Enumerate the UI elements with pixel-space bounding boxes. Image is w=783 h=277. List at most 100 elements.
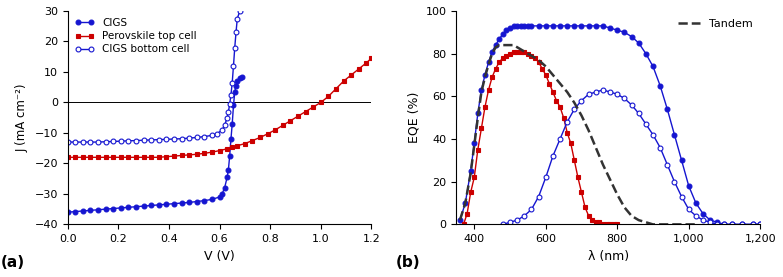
Tandem [484,63,493,66]
Perovskile top cell [301,110,310,113]
Tandem [460,201,470,205]
Perovskile top cell [177,154,186,157]
Perovskile top cell [240,142,250,145]
Perovskile top cell [354,67,363,71]
Tandem [495,43,504,47]
CIGS bottom cell [85,140,95,144]
CIGS bottom cell [224,110,233,113]
Tandem [684,223,694,226]
CIGS bottom cell [139,138,148,142]
CIGS [222,175,232,179]
Perovskile top cell [278,124,287,127]
Tandem [619,206,629,209]
Perovskile top cell [139,156,148,159]
CIGS bottom cell [78,140,88,144]
Tandem [523,52,532,55]
CIGS bottom cell [231,31,240,34]
CIGS bottom cell [230,46,240,49]
CIGS [139,204,148,208]
Y-axis label: EQE (%): EQE (%) [407,92,420,143]
CIGS bottom cell [154,138,164,141]
Tandem [541,65,550,68]
CIGS [226,137,236,141]
CIGS bottom cell [229,64,238,68]
Perovskile top cell [63,156,72,159]
CIGS [161,202,171,206]
Tandem [677,223,686,226]
Perovskile top cell [161,155,171,158]
CIGS bottom cell [218,128,227,132]
Perovskile top cell [101,156,110,159]
CIGS [238,75,247,78]
Text: (b): (b) [395,255,420,270]
Tandem [516,48,525,51]
CIGS bottom cell [63,140,72,144]
Tandem [577,114,586,117]
Tandem [591,146,601,149]
Perovskile top cell [233,144,242,147]
Tandem [520,50,529,53]
Tandem [527,54,536,57]
CIGS bottom cell [101,140,110,143]
CIGS bottom cell [192,136,201,139]
CIGS [200,199,209,202]
CIGS bottom cell [146,138,156,142]
Perovskile top cell [331,87,341,90]
CIGS [235,76,244,80]
CIGS bottom cell [228,81,237,84]
CIGS [229,104,238,107]
Tandem [612,193,622,196]
CIGS bottom cell [132,139,141,142]
CIGS bottom cell [109,140,118,143]
Perovskile top cell [185,153,194,157]
CIGS bottom cell [233,17,242,20]
CIGS [169,202,179,205]
CIGS [124,206,133,209]
Perovskile top cell [215,149,224,152]
Tandem [502,43,511,47]
CIGS [225,154,234,157]
Perovskile top cell [124,156,133,159]
Perovskile top cell [309,105,318,109]
Tandem [491,46,500,49]
Perovskile top cell [323,95,333,98]
Perovskile top cell [169,155,179,158]
Perovskile top cell [85,156,95,159]
CIGS bottom cell [93,140,103,144]
CIGS [85,209,95,212]
CIGS [70,210,80,213]
Legend: CIGS, Perovskile top cell, CIGS bottom cell: CIGS, Perovskile top cell, CIGS bottom c… [73,16,199,57]
CIGS [230,90,240,93]
CIGS [224,168,233,171]
Perovskile top cell [263,132,272,135]
Tandem [498,43,507,47]
Tandem [555,82,565,85]
CIGS bottom cell [220,124,229,127]
Tandem [691,223,701,226]
Tandem [641,220,651,224]
CIGS [215,195,224,199]
Y-axis label: J (mA cm⁻²): J (mA cm⁻²) [16,83,29,152]
CIGS bottom cell [185,137,194,140]
Perovskile top cell [154,156,164,159]
Perovskile top cell [132,156,141,159]
Tandem [455,219,464,222]
Tandem [512,46,521,49]
CIGS bottom cell [200,135,209,138]
CIGS bottom cell [161,138,171,141]
Perovskile top cell [78,156,88,159]
Line: CIGS bottom cell: CIGS bottom cell [65,9,242,145]
X-axis label: V (V): V (V) [204,250,235,263]
Tandem [470,144,479,147]
CIGS [154,203,164,207]
CIGS [228,122,237,125]
CIGS bottom cell [169,137,179,141]
Legend: Tandem: Tandem [676,17,755,31]
CIGS bottom cell [226,93,236,96]
Perovskile top cell [93,156,103,159]
CIGS bottom cell [116,140,125,143]
CIGS bottom cell [124,139,133,142]
Perovskile top cell [222,147,232,150]
CIGS [192,200,201,203]
Tandem [662,223,672,226]
